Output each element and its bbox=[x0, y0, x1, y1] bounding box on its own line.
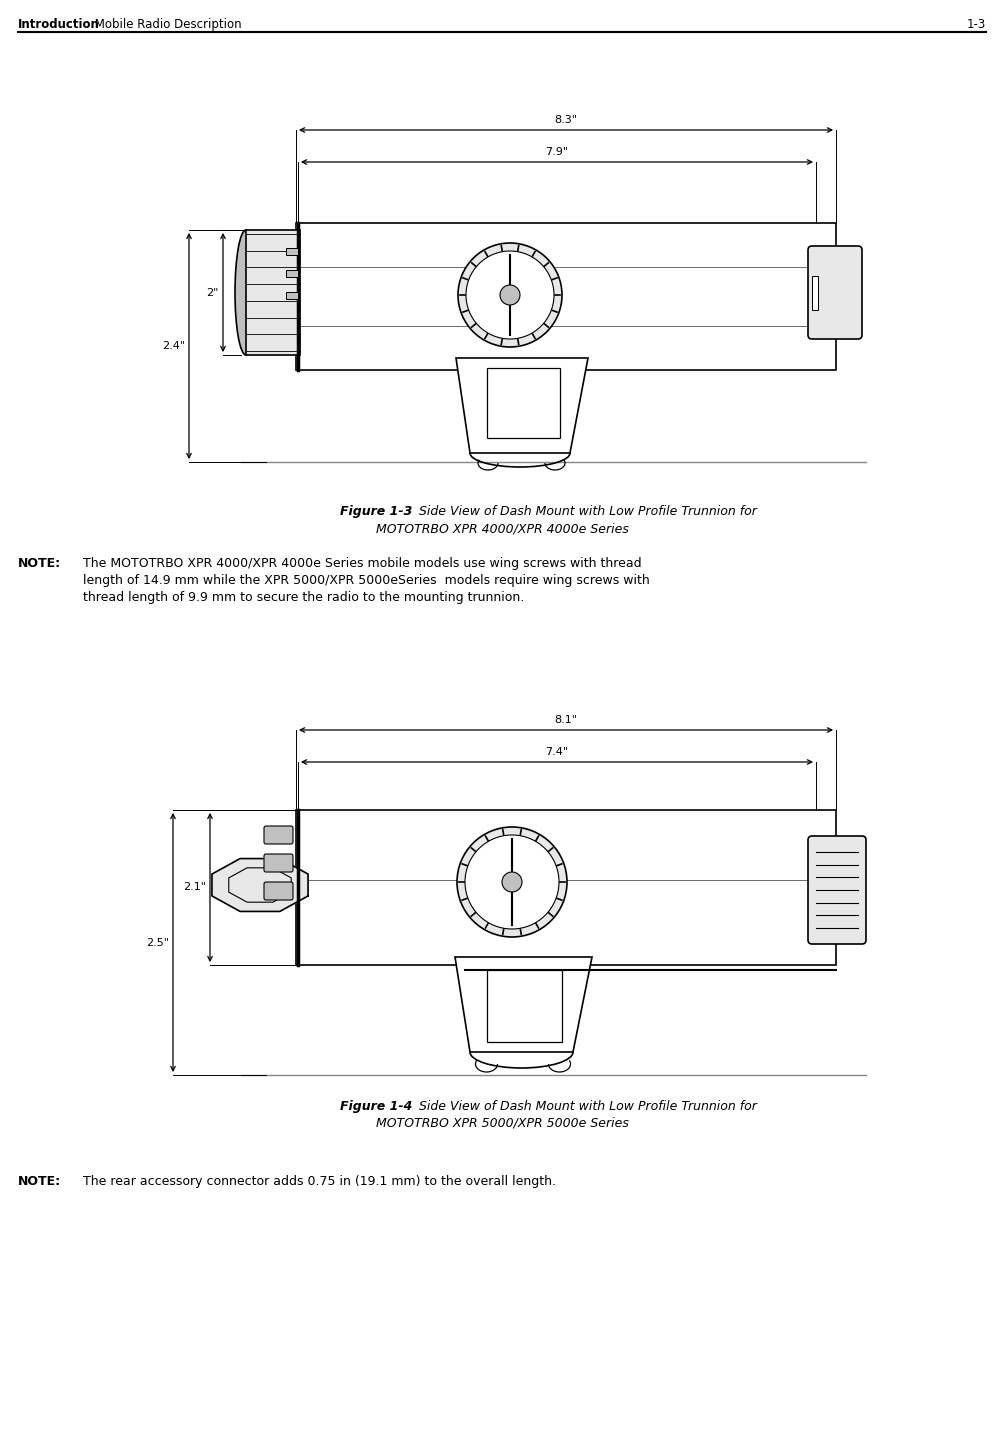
Bar bbox=[286, 270, 298, 278]
Text: Figure 1-3: Figure 1-3 bbox=[340, 505, 412, 518]
Ellipse shape bbox=[235, 230, 257, 355]
Text: thread length of 9.9 mm to secure the radio to the mounting trunnion.: thread length of 9.9 mm to secure the ra… bbox=[75, 591, 524, 604]
Polygon shape bbox=[454, 958, 592, 1053]
Bar bbox=[286, 247, 298, 255]
Text: 8.1": 8.1" bbox=[554, 715, 577, 725]
FancyBboxPatch shape bbox=[264, 825, 293, 844]
Text: Figure 1-4: Figure 1-4 bbox=[340, 1100, 412, 1113]
Text: 7.9": 7.9" bbox=[545, 147, 568, 157]
Text: The rear accessory connector adds 0.75 in (19.1 mm) to the overall length.: The rear accessory connector adds 0.75 i… bbox=[75, 1175, 556, 1188]
Text: 2.4": 2.4" bbox=[161, 341, 185, 351]
FancyBboxPatch shape bbox=[807, 246, 862, 339]
Text: Side View of Dash Mount with Low Profile Trunnion for: Side View of Dash Mount with Low Profile… bbox=[414, 505, 756, 518]
Text: NOTE:: NOTE: bbox=[18, 557, 61, 569]
Text: The MOTOTRBO XPR 4000/XPR 4000e Series mobile models use wing screws with thread: The MOTOTRBO XPR 4000/XPR 4000e Series m… bbox=[75, 557, 641, 569]
Bar bbox=[246, 230, 300, 355]
FancyBboxPatch shape bbox=[264, 881, 293, 900]
Text: 1-3: 1-3 bbox=[966, 19, 985, 32]
Text: 8.3": 8.3" bbox=[554, 115, 577, 125]
Circle shape bbox=[502, 871, 522, 892]
Text: 2.1": 2.1" bbox=[183, 883, 206, 893]
Text: Mobile Radio Description: Mobile Radio Description bbox=[91, 19, 242, 32]
Bar bbox=[296, 810, 835, 965]
Circle shape bbox=[499, 285, 520, 305]
Text: length of 14.9 mm while the XPR 5000/XPR 5000eSeries  models require wing screws: length of 14.9 mm while the XPR 5000/XPR… bbox=[75, 574, 649, 587]
Text: 2.5": 2.5" bbox=[145, 938, 169, 948]
Polygon shape bbox=[455, 358, 588, 453]
FancyBboxPatch shape bbox=[264, 854, 293, 871]
Bar bbox=[286, 292, 298, 299]
Circle shape bbox=[465, 252, 554, 339]
Bar bbox=[811, 276, 817, 309]
Text: Side View of Dash Mount with Low Profile Trunnion for: Side View of Dash Mount with Low Profile… bbox=[414, 1100, 756, 1113]
Circle shape bbox=[464, 835, 559, 929]
Bar bbox=[486, 368, 560, 439]
Bar bbox=[296, 223, 835, 370]
Text: 2": 2" bbox=[207, 288, 219, 298]
Circle shape bbox=[457, 243, 562, 347]
Text: MOTOTRBO XPR 4000/XPR 4000e Series: MOTOTRBO XPR 4000/XPR 4000e Series bbox=[375, 522, 628, 535]
Text: Introduction: Introduction bbox=[18, 19, 99, 32]
Polygon shape bbox=[212, 858, 308, 912]
Bar bbox=[486, 971, 562, 1043]
Text: NOTE:: NOTE: bbox=[18, 1175, 61, 1188]
FancyBboxPatch shape bbox=[807, 835, 866, 943]
Circle shape bbox=[456, 827, 567, 938]
Text: MOTOTRBO XPR 5000/XPR 5000e Series: MOTOTRBO XPR 5000/XPR 5000e Series bbox=[375, 1117, 628, 1130]
Text: 7.4": 7.4" bbox=[545, 746, 568, 756]
